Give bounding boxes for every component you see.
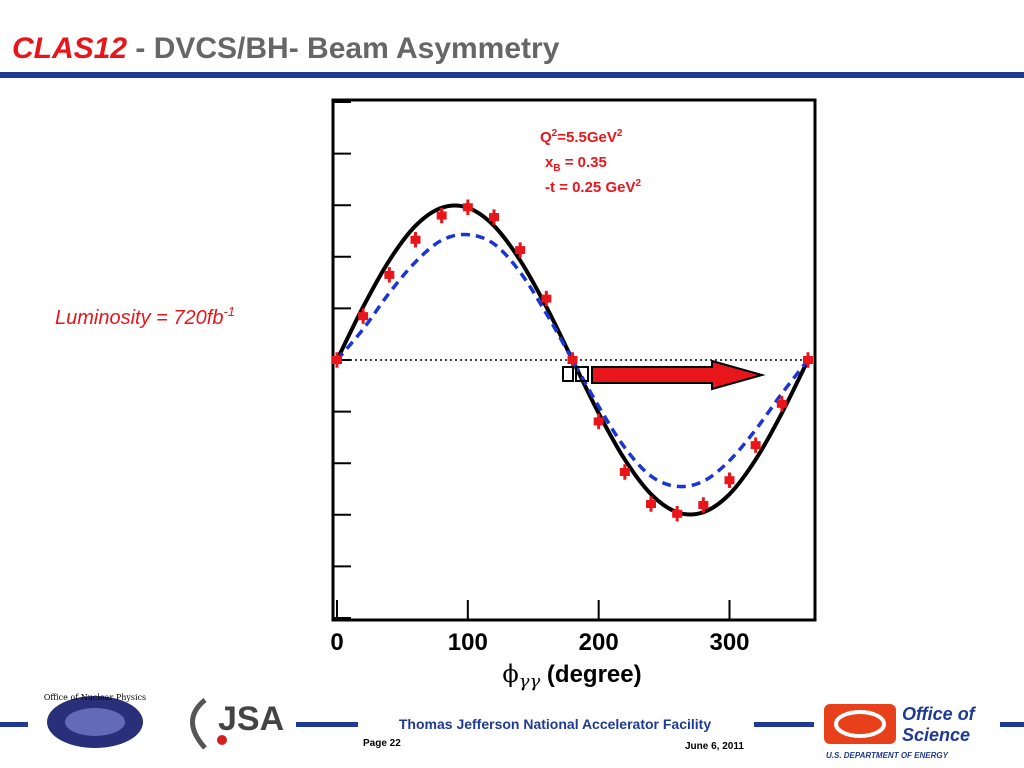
footer-bar xyxy=(1000,722,1024,727)
data-point xyxy=(619,467,630,476)
x-tick-label: 100 xyxy=(448,629,488,656)
arrow xyxy=(591,359,766,391)
data-point xyxy=(332,356,342,364)
footer-bar xyxy=(0,722,28,727)
footer-text: Thomas Jefferson National Accelerator Fa… xyxy=(399,716,711,732)
logo-nuclear-glow xyxy=(65,708,125,736)
annotation: xB = 0.35 xyxy=(545,154,607,174)
data-point xyxy=(724,476,735,485)
data-point xyxy=(646,499,656,508)
luminosity-sup: -1 xyxy=(223,304,235,319)
annotation-sup: 2 xyxy=(552,128,558,139)
data-point xyxy=(462,203,473,212)
annotation-part: =5.5GeV xyxy=(557,129,617,146)
logo-left-text: Office of Nuclear Physics xyxy=(44,693,146,702)
x-label-part: (degree) xyxy=(540,661,641,688)
title-highlight: CLAS12 xyxy=(12,32,127,65)
data-point xyxy=(489,213,499,222)
annotation: -t = 0.25 GeV2 xyxy=(545,178,641,196)
logo-jsa: JSA xyxy=(218,700,284,738)
logo-jsa-arc xyxy=(190,698,207,750)
data-point xyxy=(803,356,813,364)
annotation-part: = 0.35 xyxy=(561,154,607,171)
data-point xyxy=(541,294,552,303)
data-point xyxy=(384,270,395,279)
annotation: Q2=5.5GeV2 xyxy=(540,128,623,146)
title-bar xyxy=(0,72,1024,78)
logo-jsa-dot xyxy=(217,735,227,745)
data-point xyxy=(776,399,787,408)
annotation-sup: 2 xyxy=(617,128,623,139)
data-point xyxy=(750,441,761,450)
x-axis-label: ϕγγ (degree) xyxy=(502,660,641,692)
curve xyxy=(335,232,810,489)
page-number: Page 22 xyxy=(363,738,401,749)
annotation-part: x xyxy=(545,154,554,171)
plot: 0 100 200 300 xyxy=(330,98,817,656)
annotation-part: -t = 0.25 GeV xyxy=(545,179,635,196)
date: June 6, 2011 xyxy=(685,741,744,752)
arrow-box xyxy=(562,366,574,382)
title-rest: - DVCS/BH- Beam Asymmetry xyxy=(127,32,560,65)
slide-title: CLAS12 - DVCS/BH- Beam Asymmetry xyxy=(12,32,560,65)
logo-doe-swirl xyxy=(834,710,886,738)
luminosity: Luminosity = 720fb-1 xyxy=(55,304,235,329)
annotation-part: Q xyxy=(540,129,552,146)
logo-right: Science xyxy=(902,725,970,745)
annotation-sup: 2 xyxy=(635,178,641,189)
data-point xyxy=(515,246,526,255)
footer-bar xyxy=(296,722,358,727)
logo-right: Office of xyxy=(902,704,977,724)
data-point xyxy=(410,235,421,244)
logo-right-sub: U.S. DEPARTMENT OF ENERGY xyxy=(826,751,949,760)
data-point xyxy=(436,211,447,220)
x-label-part: γγ xyxy=(519,671,541,692)
x-label-part: ϕ xyxy=(502,660,518,688)
annotation-sub: B xyxy=(553,163,560,174)
data-point xyxy=(358,312,369,321)
arrow-box xyxy=(575,366,589,382)
x-tick-label: 300 xyxy=(709,629,749,656)
data-point xyxy=(593,417,604,426)
data-point xyxy=(698,500,709,509)
data-point xyxy=(567,356,578,364)
x-tick-label: 0 xyxy=(330,629,343,656)
data-point xyxy=(672,509,683,518)
luminosity-text: Luminosity = 720fb xyxy=(55,307,223,329)
x-tick-label: 200 xyxy=(579,629,619,656)
footer-bar xyxy=(754,722,814,727)
